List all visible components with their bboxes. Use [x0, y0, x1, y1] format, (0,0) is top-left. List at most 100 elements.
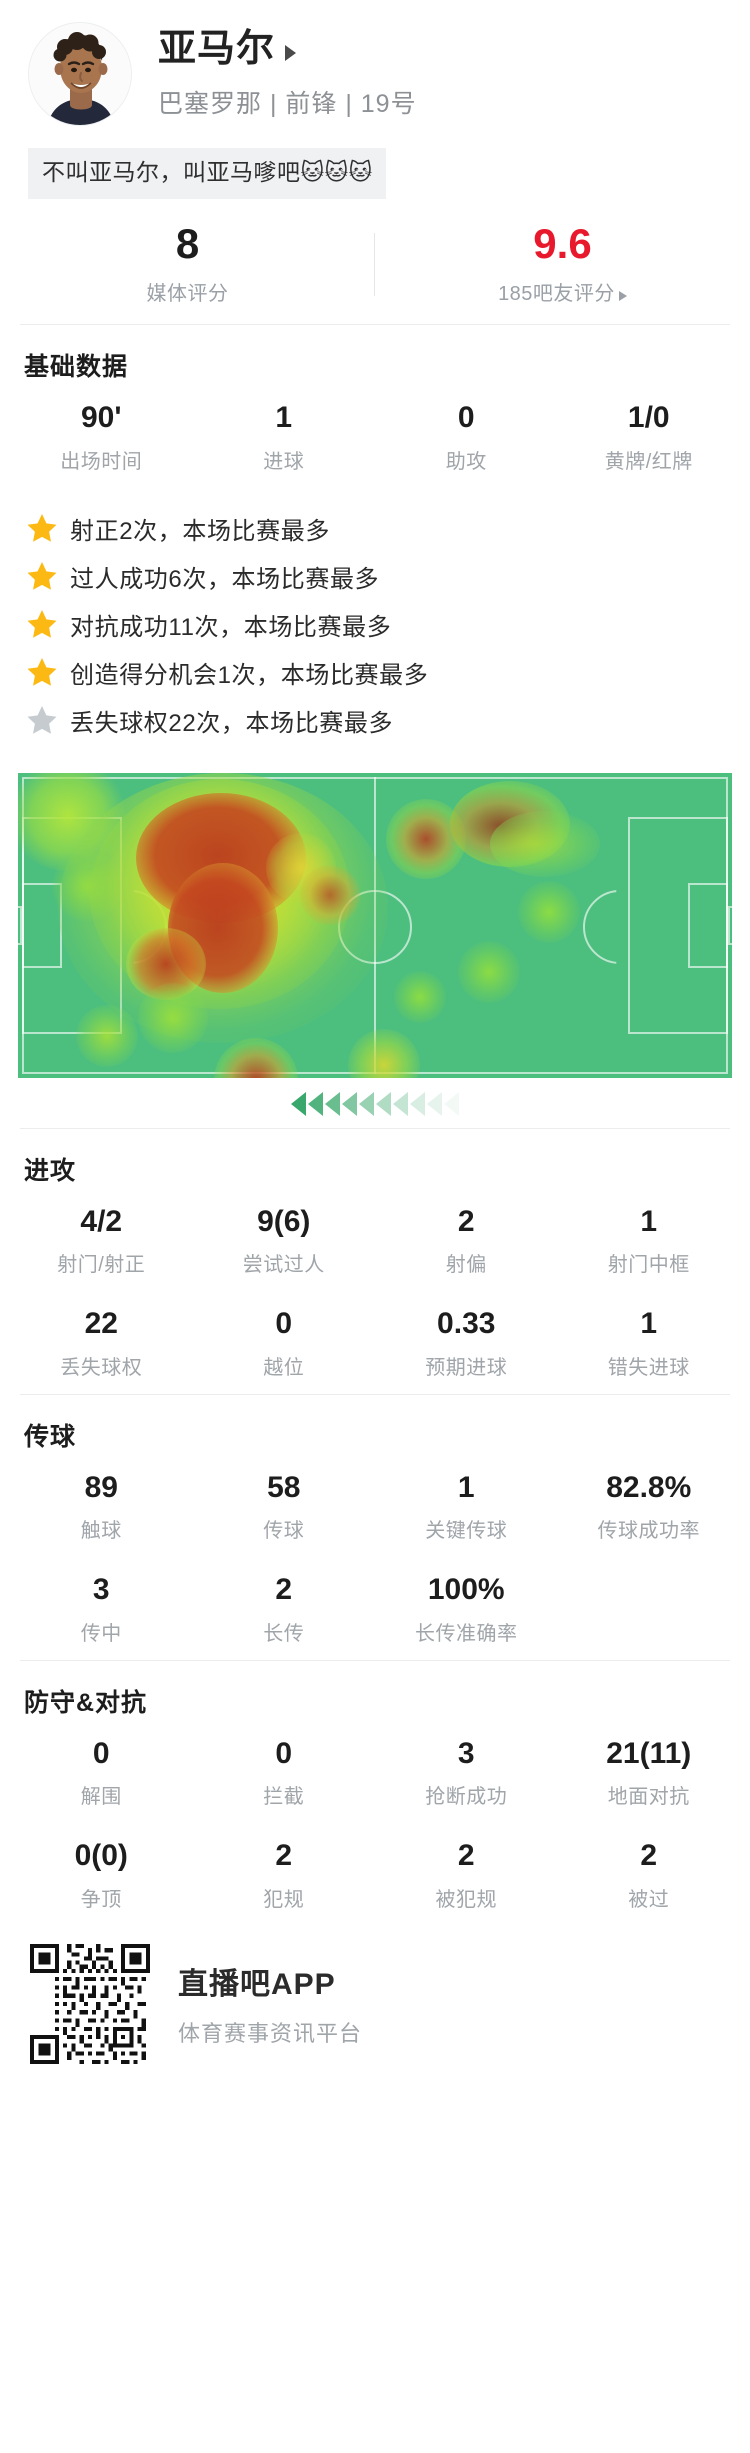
- stat-label: 抢断成功: [425, 1786, 508, 1809]
- divider: [20, 1393, 730, 1395]
- stat-value: 0: [275, 1307, 293, 1341]
- stat-cell: 22 丢失球权: [10, 1307, 193, 1380]
- stat-label: 传中: [80, 1622, 122, 1645]
- stat-cell: 1 关键传球: [375, 1471, 558, 1544]
- list-item: 射正2次，本场比赛最多: [26, 511, 724, 546]
- stat-cell: 0 越位: [193, 1307, 376, 1380]
- stat-value: 1: [640, 1204, 658, 1238]
- fan-rating-label: 185吧友评分: [375, 277, 750, 306]
- stat-cell: 1 进球: [193, 401, 376, 474]
- stat-value: 1: [275, 401, 293, 435]
- defense-stats-row-2: 0(0) 争顶 2 犯规 2 被犯规 2 被过: [0, 1823, 750, 1926]
- comment-bubble[interactable]: 不叫亚马尔，叫亚马嗲吧🐱🐱🐱: [28, 148, 387, 200]
- stat-label: 争顶: [80, 1888, 122, 1911]
- chevron-right-icon[interactable]: [285, 45, 297, 61]
- stat-cell: 2 被犯规: [375, 1839, 558, 1912]
- stat-cell: 2 犯规: [193, 1839, 376, 1912]
- fan-rating[interactable]: 9.6 185吧友评分: [375, 220, 750, 306]
- stat-value: 2: [457, 1839, 475, 1873]
- stat-label: 拦截: [263, 1786, 305, 1809]
- defense-stats-row-1: 0 解围 0 拦截 3 抢断成功 21(11) 地面对抗: [0, 1721, 750, 1824]
- star-icon: [27, 562, 57, 591]
- stat-label: 黄牌/红牌: [604, 450, 693, 473]
- heat-blob: [138, 982, 208, 1053]
- stat-label: 射偏: [445, 1254, 487, 1277]
- stat-value: 2: [275, 1839, 293, 1873]
- qr-code-icon[interactable]: [30, 1943, 150, 2064]
- stat-cell: 0.33 预期进球: [375, 1307, 558, 1380]
- heat-blob: [300, 864, 360, 925]
- right-six-yard-box: [688, 882, 728, 968]
- star-icon: [27, 514, 57, 543]
- top-comment: 不叫亚马尔，叫亚马嗲吧🐱🐱🐱: [0, 136, 750, 207]
- app-tagline: 体育赛事资讯平台: [178, 2021, 363, 2047]
- stat-label: 地面对抗: [607, 1786, 690, 1809]
- stat-cell: 2 被过: [558, 1839, 741, 1912]
- list-item: 创造得分机会1次，本场比赛最多: [26, 655, 724, 690]
- chevron-right-icon[interactable]: [618, 291, 627, 302]
- stat-value: 2: [457, 1204, 475, 1238]
- stat-cell: 0(0) 争顶: [10, 1839, 193, 1912]
- stat-label: 出场时间: [60, 450, 143, 473]
- cat-emoji: 🐱🐱🐱: [300, 159, 373, 185]
- stat-cell: 0 拦截: [193, 1737, 376, 1810]
- heat-blob: [394, 970, 446, 1023]
- highlight-text: 创造得分机会1次，本场比赛最多: [70, 661, 429, 689]
- stat-cell: 1/0 黄牌/红牌: [558, 401, 741, 474]
- stat-label: 丢失球权: [60, 1356, 143, 1379]
- stat-cell: 89 触球: [10, 1471, 193, 1544]
- stat-value: 22: [84, 1307, 118, 1341]
- chevron-left-icon: [427, 1091, 442, 1116]
- stat-label: 预期进球: [425, 1356, 508, 1379]
- section-title-basic: 基础数据: [24, 353, 129, 382]
- stat-cell: 2 长传: [193, 1573, 376, 1646]
- stat-cell: 0 助攻: [375, 401, 558, 474]
- divider: [20, 324, 730, 326]
- right-goal: [728, 905, 732, 945]
- list-item: 丢失球权22次，本场比赛最多: [26, 703, 724, 738]
- stat-label: 传球成功率: [597, 1520, 700, 1543]
- chevron-left-icon: [393, 1091, 408, 1116]
- section-title-passing: 传球: [24, 1422, 77, 1451]
- stat-label: 关键传球: [425, 1520, 508, 1543]
- stat-label: 被犯规: [435, 1888, 497, 1911]
- stat-label: 越位: [263, 1356, 305, 1379]
- stat-value: 2: [640, 1839, 658, 1873]
- list-item: 对抗成功11次，本场比赛最多: [26, 607, 724, 642]
- stat-cell: 9(6) 尝试过人: [193, 1205, 376, 1278]
- stat-value: 89: [84, 1470, 118, 1504]
- stat-cell: 21(11) 地面对抗: [558, 1737, 741, 1810]
- stat-cell: 3 抢断成功: [375, 1737, 558, 1810]
- player-name-row[interactable]: 亚马尔: [158, 28, 417, 72]
- player-meta: 巴塞罗那 | 前锋 | 19号: [158, 89, 417, 118]
- passing-stats-row-2: 3 传中 2 长传 100% 长传准确率: [0, 1557, 750, 1660]
- stat-value: 0: [275, 1736, 293, 1770]
- star-icon: [27, 658, 57, 687]
- stat-cell: 4/2 射门/射正: [10, 1205, 193, 1278]
- ratings-row: 8 媒体评分 9.6 185吧友评分: [0, 207, 750, 324]
- stat-label: 尝试过人: [242, 1254, 325, 1277]
- stat-cell: 2 射偏: [375, 1205, 558, 1278]
- stat-value: 2: [275, 1573, 293, 1607]
- stat-value: 58: [267, 1470, 301, 1504]
- star-icon-gray: [27, 706, 57, 735]
- stat-label: 射门中框: [607, 1254, 690, 1277]
- player-heatmap[interactable]: [18, 772, 732, 1078]
- stat-label: 触球: [80, 1520, 122, 1543]
- stat-label: 被过: [628, 1888, 670, 1911]
- stat-label: 错失进球: [607, 1356, 690, 1379]
- stat-value: 1: [457, 1470, 475, 1504]
- heat-blob: [490, 810, 600, 877]
- player-header: 亚马尔 巴塞罗那 | 前锋 | 19号: [0, 0, 750, 136]
- avatar[interactable]: [28, 22, 132, 126]
- stat-cell: 82.8% 传球成功率: [558, 1471, 741, 1544]
- stat-cell: 3 传中: [10, 1573, 193, 1646]
- media-rating-value: 8: [175, 220, 200, 268]
- stat-value: 100%: [427, 1573, 505, 1607]
- stat-value: 0.33: [437, 1307, 496, 1341]
- stat-value: 0: [92, 1736, 110, 1770]
- stat-cell: 1 射门中框: [558, 1205, 741, 1278]
- app-name: 直播吧APP: [178, 1968, 336, 2002]
- stat-label: 射门/射正: [57, 1254, 146, 1277]
- divider: [20, 1659, 730, 1661]
